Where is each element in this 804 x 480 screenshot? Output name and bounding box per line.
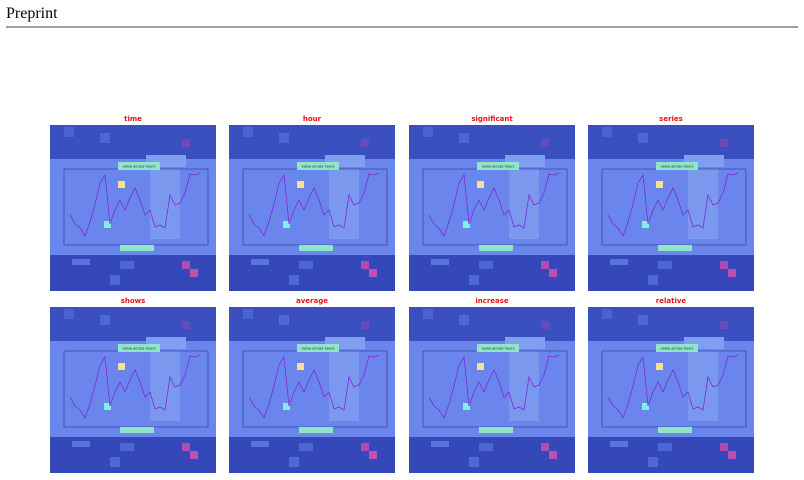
heatmap-image (588, 307, 754, 473)
heatmap-image (588, 125, 754, 291)
panel-title: shows (121, 297, 146, 305)
panel-title: relative (656, 297, 687, 305)
header-title: Preprint (6, 5, 58, 22)
figure: time value across hours hour value across h… (50, 115, 754, 473)
chart-title: value across hours (302, 165, 335, 169)
chart-title: value across hours (661, 165, 694, 169)
panel-title: hour (303, 115, 322, 123)
chart-title: value across hours (123, 347, 156, 351)
chart-title: value across hours (482, 165, 515, 169)
panel-title: significant (471, 115, 513, 123)
panel-title: average (296, 297, 328, 305)
panel-title: series (659, 115, 683, 123)
heatmap-image (229, 125, 395, 291)
heatmap-image (50, 125, 216, 291)
heatmap-image (229, 307, 395, 473)
heatmap-image (50, 307, 216, 473)
chart-title: value across hours (482, 347, 515, 351)
chart-title: value across hours (302, 347, 335, 351)
chart-title: value across hours (661, 347, 694, 351)
heatmap-image (409, 307, 575, 473)
panel-title: time (124, 115, 142, 123)
heatmap-image (409, 125, 575, 291)
panel-title: increase (475, 297, 509, 305)
chart-title: value across hours (123, 165, 156, 169)
